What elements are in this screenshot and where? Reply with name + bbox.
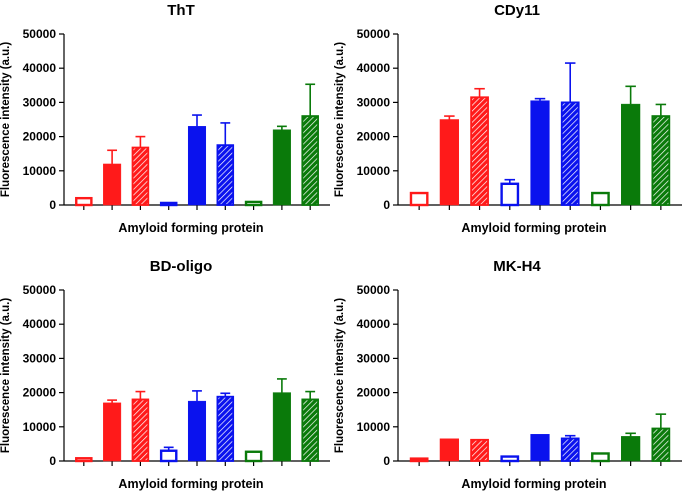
y-tick-label: 20000 xyxy=(357,130,391,144)
y-tick-label: 40000 xyxy=(357,61,391,75)
y-tick-label: 20000 xyxy=(23,386,57,400)
chart-panel-3: BD-oligo 0 10000 20000 30000 40000 50000 Fluore… xyxy=(0,258,330,491)
bar-green-solid xyxy=(621,103,641,206)
y-tick-label: 10000 xyxy=(23,164,57,178)
y-tick-label: 50000 xyxy=(23,27,57,41)
y-tick-label: 0 xyxy=(49,198,56,212)
y-tick-label: 30000 xyxy=(23,95,57,109)
x-axis-label: Amyloid forming protein xyxy=(461,477,606,491)
bar-blue-solid xyxy=(187,126,207,206)
y-tick-label: 30000 xyxy=(357,351,391,365)
bar-red-solid xyxy=(439,119,459,206)
bar-green-solid xyxy=(272,129,291,206)
y-tick-label: 40000 xyxy=(23,317,57,331)
y-axis-label: Fluorescence intensity (a.u.) xyxy=(334,42,346,197)
bar-red-hatched xyxy=(131,398,150,462)
y-tick-label: 0 xyxy=(383,454,390,468)
bar-green-hatched xyxy=(651,427,671,462)
bar-red-hatched xyxy=(470,438,489,462)
bar-blue-open xyxy=(159,449,178,463)
bar-red-solid xyxy=(103,163,122,206)
bar-blue-open xyxy=(500,455,520,463)
y-tick-label: 10000 xyxy=(23,420,57,434)
bar-red-open xyxy=(409,191,429,207)
bar-green-solid xyxy=(272,392,291,462)
x-axis-label: Amyloid forming protein xyxy=(461,221,606,235)
bar-green-open xyxy=(244,200,263,207)
y-tick-label: 50000 xyxy=(23,283,57,297)
y-axis-label: Fluorescence intensity (a.u.) xyxy=(334,298,346,453)
x-axis-label: Amyloid forming protein xyxy=(118,221,263,235)
y-axis-label: Fluorescence intensity (a.u.) xyxy=(0,298,12,453)
y-tick-label: 40000 xyxy=(23,61,57,75)
y-tick-label: 0 xyxy=(49,454,56,468)
bar-red-hatched xyxy=(470,96,489,206)
bar-green-hatched xyxy=(301,398,319,462)
bar-red-open xyxy=(75,457,93,463)
bar-blue-hatched xyxy=(560,437,580,462)
chart-title: ThT xyxy=(167,2,195,19)
y-tick-label: 0 xyxy=(383,198,390,212)
bar-red-solid xyxy=(439,438,459,462)
y-tick-label: 50000 xyxy=(357,27,391,41)
bar-red-open xyxy=(75,196,93,207)
bar-green-hatched xyxy=(301,115,319,206)
y-tick-label: 10000 xyxy=(357,420,391,434)
bar-green-open xyxy=(591,191,610,207)
bar-green-open xyxy=(591,452,610,463)
bar-red-open xyxy=(409,457,429,463)
y-tick-label: 10000 xyxy=(357,164,391,178)
bar-blue-hatched xyxy=(216,395,235,462)
chart-title: CDy11 xyxy=(494,2,540,19)
bar-green-open xyxy=(244,450,263,463)
y-tick-label: 50000 xyxy=(357,283,391,297)
bar-green-solid xyxy=(621,436,641,462)
chart-panel-1: ThT 0 10000 20000 30000 40000 50000 Fluorescenc… xyxy=(0,2,330,235)
bar-blue-hatched xyxy=(216,144,235,206)
bar-blue-open xyxy=(159,201,178,207)
bar-blue-solid xyxy=(187,400,207,462)
y-tick-label: 40000 xyxy=(357,317,391,331)
bar-blue-hatched xyxy=(560,101,580,206)
bar-red-solid xyxy=(103,402,122,462)
bar-red-hatched xyxy=(131,146,150,206)
bar-blue-solid xyxy=(530,434,550,462)
y-tick-label: 30000 xyxy=(23,351,57,365)
chart-title: MK-H4 xyxy=(493,258,541,275)
y-tick-label: 20000 xyxy=(23,130,57,144)
y-tick-label: 20000 xyxy=(357,386,391,400)
bar-green-hatched xyxy=(651,115,671,206)
chart-panel-2: CDy11 0 10000 20000 30000 40000 50000 Fluoresce… xyxy=(334,2,682,235)
bar-blue-open xyxy=(500,182,520,207)
chart-panel-4: MK-H4 0 10000 20000 30000 40000 50000 Fluoresce… xyxy=(334,258,682,491)
chart-title: BD-oligo xyxy=(150,258,212,275)
x-axis-label: Amyloid forming protein xyxy=(118,477,263,491)
y-axis-label: Fluorescence intensity (a.u.) xyxy=(0,42,12,197)
bar-blue-solid xyxy=(530,100,550,206)
y-tick-label: 30000 xyxy=(357,95,391,109)
